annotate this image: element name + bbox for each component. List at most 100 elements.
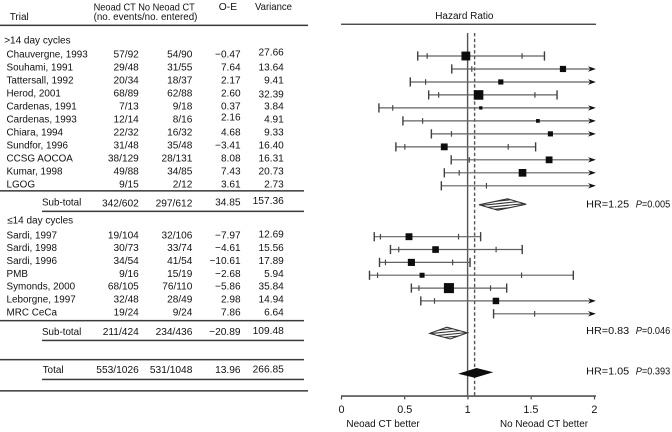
svg-text:16.40: 16.40 [259,141,285,152]
svg-text:57/92: 57/92 [114,50,140,61]
svg-text:17.89: 17.89 [259,256,285,267]
svg-text:35/48: 35/48 [167,141,193,152]
svg-text:Variance: Variance [255,2,292,13]
svg-text:38/129: 38/129 [108,153,139,164]
svg-text:2: 2 [591,404,597,416]
svg-text:553/1026: 553/1026 [96,365,139,376]
svg-text:342/602: 342/602 [102,198,139,209]
svg-text:34/54: 34/54 [114,256,140,267]
svg-text:Sardi, 1997: Sardi, 1997 [7,230,58,241]
svg-text:P=0.393: P=0.393 [636,366,671,377]
svg-text:O-E: O-E [219,2,237,13]
svg-text:Cardenas, 1993: Cardenas, 1993 [7,115,78,126]
svg-text:LGOG: LGOG [7,179,36,190]
svg-text:2.16: 2.16 [221,113,241,124]
svg-text:30/73: 30/73 [114,243,140,254]
svg-text:2.60: 2.60 [221,89,241,100]
svg-text:−7.97: −7.97 [215,230,241,241]
svg-text:9/24: 9/24 [173,307,193,318]
svg-text:9/18: 9/18 [173,102,193,113]
svg-text:68/105: 68/105 [108,282,139,293]
svg-text:211/424: 211/424 [103,327,139,338]
svg-text:Sub-total: Sub-total [42,327,81,338]
svg-text:28/49: 28/49 [167,295,193,306]
svg-text:41/54: 41/54 [167,256,193,267]
svg-text:Neoad CT No Neoad CT: Neoad CT No Neoad CT [94,2,196,13]
svg-text:54/90: 54/90 [167,50,193,61]
svg-text:19/104: 19/104 [108,230,139,241]
svg-text:P=0.046: P=0.046 [636,326,671,337]
svg-text:14.94: 14.94 [259,295,285,306]
svg-text:28/131: 28/131 [162,153,193,164]
svg-text:2.17: 2.17 [221,76,241,87]
svg-text:109.48: 109.48 [253,326,284,337]
svg-text:Sub-total: Sub-total [42,198,81,209]
svg-text:−20.89: −20.89 [209,327,241,338]
svg-text:4.68: 4.68 [221,128,241,139]
svg-text:9.41: 9.41 [264,76,284,87]
svg-text:20.73: 20.73 [259,166,285,177]
svg-text:531/1048: 531/1048 [150,365,193,376]
svg-text:P=0.005: P=0.005 [636,199,671,210]
svg-text:16/32: 16/32 [167,128,193,139]
svg-text:2.98: 2.98 [221,295,241,306]
svg-text:13.96: 13.96 [215,365,241,376]
svg-text:−4.61: −4.61 [215,243,241,254]
svg-text:8/16: 8/16 [173,115,193,126]
svg-text:3.61: 3.61 [221,179,241,190]
svg-text:27.66: 27.66 [259,47,285,58]
svg-text:18/37: 18/37 [167,76,193,87]
svg-text:7.86: 7.86 [221,307,241,318]
svg-text:HR=1.25: HR=1.25 [586,199,629,210]
svg-text:Sardi, 1998: Sardi, 1998 [7,243,58,254]
svg-text:234/436: 234/436 [156,327,193,338]
svg-text:6.64: 6.64 [264,307,284,318]
svg-text:−5.86: −5.86 [215,282,241,293]
svg-text:13.64: 13.64 [259,63,285,74]
svg-text:CCSG AOCOA: CCSG AOCOA [7,153,74,164]
svg-text:9/16: 9/16 [119,269,139,280]
svg-text:0.5: 0.5 [397,404,412,416]
svg-text:68/89: 68/89 [114,89,140,100]
svg-text:33/74: 33/74 [167,243,193,254]
svg-text:19/24: 19/24 [114,307,140,318]
svg-text:5.94: 5.94 [264,269,284,280]
svg-text:31/48: 31/48 [114,141,140,152]
svg-text:HR=0.83: HR=0.83 [586,326,629,337]
svg-text:Souhami, 1991: Souhami, 1991 [7,63,74,74]
svg-text:≤14 day cycles: ≤14 day cycles [7,216,73,227]
svg-text:15.56: 15.56 [259,243,285,254]
svg-text:−0.47: −0.47 [215,50,241,61]
svg-text:266.85: 266.85 [253,365,284,376]
svg-text:Total: Total [43,365,64,376]
svg-text:3.84: 3.84 [264,102,284,113]
svg-text:4.91: 4.91 [264,115,284,126]
svg-text:PMB: PMB [7,269,29,280]
svg-text:9.33: 9.33 [264,128,284,139]
svg-text:−2.68: −2.68 [215,269,241,280]
svg-text:34/85: 34/85 [167,166,193,177]
svg-text:>14 day cycles: >14 day cycles [4,36,70,47]
svg-text:2.73: 2.73 [264,179,284,190]
svg-text:62/88: 62/88 [167,89,193,100]
svg-text:7.43: 7.43 [221,166,241,177]
svg-text:35.84: 35.84 [259,282,285,293]
svg-text:16.31: 16.31 [259,153,285,164]
svg-text:32/48: 32/48 [114,295,140,306]
svg-text:Trial: Trial [10,12,29,23]
svg-text:Neoad CT better: Neoad CT better [346,419,420,430]
svg-text:Tattersall, 1992: Tattersall, 1992 [7,76,74,87]
svg-text:22/32: 22/32 [114,128,140,139]
svg-text:1.5: 1.5 [523,404,538,416]
svg-text:49/88: 49/88 [114,166,140,177]
svg-text:12.69: 12.69 [259,229,285,240]
svg-text:8.08: 8.08 [221,153,241,164]
svg-text:HR=1.05: HR=1.05 [586,366,629,377]
svg-text:20/34: 20/34 [114,76,140,87]
svg-text:Kumar, 1998: Kumar, 1998 [7,166,64,177]
svg-text:Sundfor, 1996: Sundfor, 1996 [7,141,69,152]
svg-text:1: 1 [465,404,471,416]
svg-text:157.36: 157.36 [253,196,284,207]
svg-text:0: 0 [338,404,344,416]
svg-text:0.37: 0.37 [221,102,241,113]
